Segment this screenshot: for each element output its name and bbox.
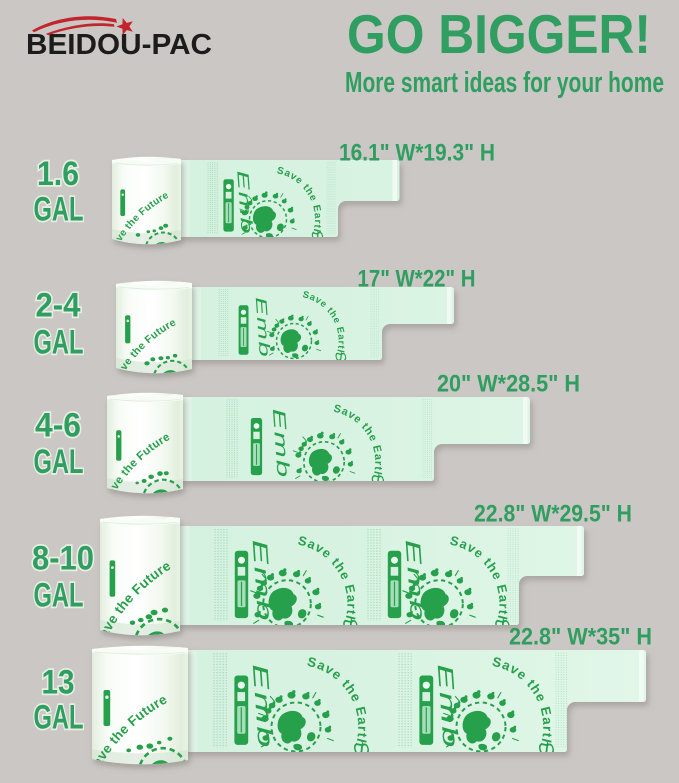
svg-text:S: S: [348, 740, 372, 758]
svg-text:8-10: 8-10: [32, 540, 94, 578]
svg-text:16.1" W*19.3" H: 16.1" W*19.3" H: [339, 140, 495, 167]
svg-text:22.8" W*35" H: 22.8" W*35" H: [509, 624, 652, 651]
svg-text:1.6: 1.6: [37, 155, 79, 193]
svg-text:S: S: [307, 229, 326, 243]
svg-text:Emb: Emb: [252, 296, 273, 358]
svg-text:20" W*28.5" H: 20" W*28.5" H: [437, 371, 580, 398]
svg-text:GAL: GAL: [34, 324, 84, 362]
svg-text:GO BIGGER!: GO BIGGER!: [347, 3, 651, 65]
svg-text:S: S: [331, 350, 349, 363]
svg-text:GAL: GAL: [34, 191, 84, 229]
svg-text:Emb: Emb: [269, 408, 293, 480]
svg-text:GAL: GAL: [34, 443, 84, 481]
svg-text:4-6: 4-6: [35, 407, 81, 445]
svg-text:Emb: Emb: [233, 170, 255, 236]
svg-text:S: S: [490, 616, 514, 633]
svg-text:17" W*22" H: 17" W*22" H: [358, 266, 476, 293]
svg-text:13: 13: [42, 664, 75, 702]
svg-text:S: S: [533, 740, 557, 758]
svg-text:S: S: [338, 616, 362, 633]
svg-text:22.8" W*29.5" H: 22.8" W*29.5" H: [474, 501, 632, 528]
svg-text:2-4: 2-4: [36, 286, 81, 324]
svg-text:More smart ideas for your home: More smart ideas for your home: [345, 67, 664, 99]
svg-text:S: S: [367, 472, 388, 488]
svg-text:GAL: GAL: [34, 699, 84, 737]
svg-text:GAL: GAL: [34, 576, 84, 614]
svg-text:BEIDOU-PAC: BEIDOU-PAC: [26, 29, 212, 61]
